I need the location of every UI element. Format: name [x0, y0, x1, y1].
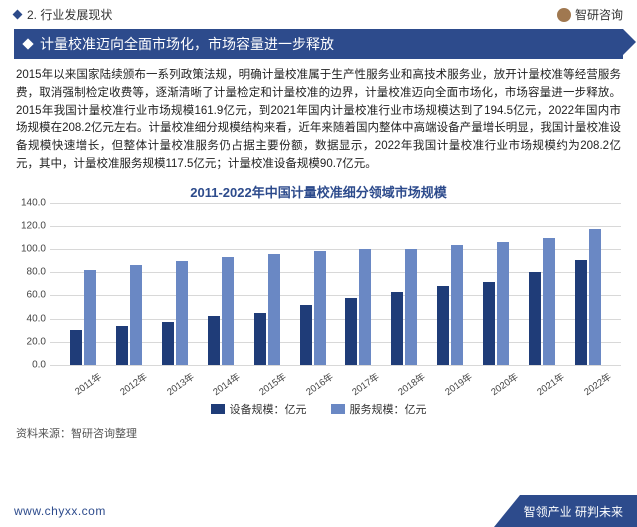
- bar: [589, 229, 601, 365]
- bar-group: [116, 203, 142, 365]
- x-axis: 2011年2012年2013年2014年2015年2016年2017年2018年…: [50, 365, 621, 393]
- y-tick: 20.0: [27, 336, 46, 347]
- brand: 智研咨询: [557, 6, 623, 23]
- y-tick: 40.0: [27, 313, 46, 324]
- brand-name: 智研咨询: [575, 6, 623, 23]
- bar: [208, 316, 220, 365]
- y-tick: 60.0: [27, 290, 46, 301]
- source-text: 资料来源：智研咨询整理: [0, 421, 637, 445]
- footer-slogan: 智领产业 研判未来: [520, 495, 637, 527]
- diamond-icon: [22, 38, 33, 49]
- bar: [437, 286, 449, 365]
- footer-right: 智领产业 研判未来: [494, 495, 637, 527]
- bar: [483, 282, 495, 365]
- bar: [162, 322, 174, 365]
- bar: [254, 313, 266, 365]
- bar: [345, 298, 357, 365]
- y-axis: 0.020.040.060.080.0100.0120.0140.0: [16, 203, 50, 365]
- bar: [116, 326, 128, 365]
- bar-group: [483, 203, 509, 365]
- bar: [268, 254, 280, 365]
- y-tick: 120.0: [21, 221, 46, 232]
- bar: [391, 292, 403, 365]
- brand-logo-icon: [557, 8, 571, 22]
- title-bar: 计量校准迈向全面市场化，市场容量进一步释放: [14, 29, 623, 59]
- bar: [543, 238, 555, 365]
- bar: [222, 257, 234, 365]
- y-tick: 0.0: [32, 359, 46, 370]
- bar-group: [437, 203, 463, 365]
- y-tick: 140.0: [21, 197, 46, 208]
- bar: [314, 251, 326, 364]
- body-paragraph: 2015年以来国家陆续颁布一系列政策法规，明确计量校准属于生产性服务业和高技术服…: [0, 59, 637, 178]
- bar: [359, 249, 371, 365]
- footer-domain: www.chyxx.com: [14, 504, 106, 518]
- bar-group: [300, 203, 326, 365]
- y-tick: 100.0: [21, 244, 46, 255]
- section-label: 2. 行业发展现状: [27, 6, 112, 23]
- bar: [497, 242, 509, 365]
- bar-group: [254, 203, 280, 365]
- chart-title: 2011-2022年中国计量校准细分领域市场规模: [0, 182, 637, 201]
- bar: [575, 260, 587, 365]
- bar: [130, 265, 142, 365]
- y-tick: 80.0: [27, 267, 46, 278]
- bar: [451, 245, 463, 365]
- bar: [84, 270, 96, 365]
- bar: [70, 330, 82, 365]
- bar: [405, 249, 417, 365]
- bar-group: [529, 203, 555, 365]
- bar-group: [162, 203, 188, 365]
- bar-group: [70, 203, 96, 365]
- bar-group: [208, 203, 234, 365]
- bar: [529, 272, 541, 365]
- footer: www.chyxx.com 智领产业 研判未来: [0, 495, 637, 527]
- bar: [176, 261, 188, 365]
- diamond-icon: [13, 10, 23, 20]
- bar: [300, 305, 312, 365]
- bar-group: [391, 203, 417, 365]
- legend-swatch-icon: [331, 404, 345, 414]
- chart-bars: [50, 203, 621, 365]
- section-header: 2. 行业发展现状: [0, 0, 637, 27]
- bar-group: [345, 203, 371, 365]
- footer-triangle-icon: [494, 495, 520, 527]
- title-text: 计量校准迈向全面市场化，市场容量进一步释放: [40, 34, 334, 54]
- bar-group: [575, 203, 601, 365]
- bar-chart: 0.020.040.060.080.0100.0120.0140.0 2011年…: [16, 203, 621, 393]
